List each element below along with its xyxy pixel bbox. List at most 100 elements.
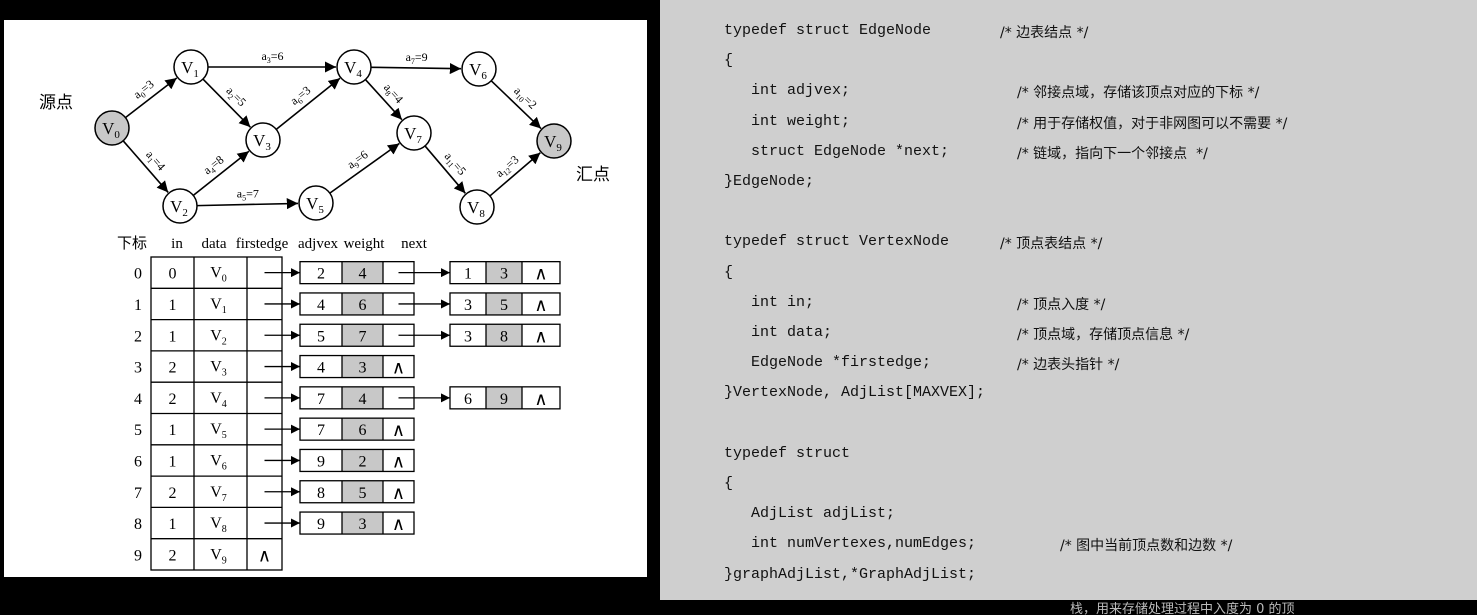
row-data-9: V9 (210, 546, 227, 566)
edge-node-4-1 (449, 386, 561, 410)
code-comment-3: /* 用于存储权值，对于非网图可以不需要 */ (1017, 115, 1288, 132)
code-line-16: AdjList adjList; (724, 505, 896, 523)
edge-weight-bg-1-1 (486, 292, 522, 315)
row-in-1: 1 (169, 297, 177, 314)
edge-weight-4-0: 4 (359, 391, 367, 408)
row-index-9: 9 (134, 547, 142, 564)
vertex-label-5: V5 (306, 194, 324, 216)
edge-next-null-1-1: ∧ (534, 295, 547, 315)
code-line-11: EdgeNode *firstedge; (724, 354, 932, 372)
edge-weight-0-0: 4 (359, 266, 367, 283)
adjacency-list-diagram: 下标 in data firstedge adjvex weight next 0 0 V0 2 4 1… (117, 235, 561, 571)
edge-weight-bg-6-0 (342, 449, 383, 472)
code-line-14: typedef struct (724, 444, 851, 462)
row-data-5: V5 (210, 421, 227, 441)
code-comment-10: /* 顶点域，存储顶点信息 */ (1017, 327, 1190, 343)
row-data-8: V8 (210, 515, 227, 535)
edge-arrow-11 (424, 145, 466, 194)
row-index-7: 7 (134, 485, 142, 502)
row-in-8: 1 (169, 516, 177, 533)
edge-label-5: a5=7 (237, 187, 259, 203)
edge-arrow-2 (202, 78, 251, 128)
edge-weight-6-0: 2 (359, 453, 367, 470)
code-line-1: { (724, 52, 734, 70)
edge-label-12: a12=3 (493, 152, 523, 181)
vertex-label-6: V6 (469, 60, 487, 82)
edge-adjvex-1-0: 4 (317, 297, 325, 314)
edge-arrow-7 (370, 62, 462, 75)
edge-label-2: a2=5 (222, 84, 249, 111)
edge-next-null-7-0: ∧ (392, 483, 405, 503)
code-comment-4: /* 链域，指向下一个邻接点 */ (1017, 145, 1208, 162)
row-index-5: 5 (134, 422, 142, 439)
vertex-label-8: V8 (467, 198, 485, 220)
edge-next-null-0-1: ∧ (534, 264, 547, 284)
edge-next-null-8-0: ∧ (392, 514, 405, 534)
column-header-2: data (202, 236, 227, 252)
edge-weight-bg-2-1 (486, 324, 522, 347)
edge-arrow-5 (196, 198, 299, 210)
graph-figure-panel: 源点 汇点 a0=3 a1=4 a2=5 a3=6 a4=8 a5=7 a6=3 a7=9 a8… (4, 20, 647, 577)
source-label: 源点 (39, 93, 73, 112)
edge-weight-2-0: 7 (359, 328, 367, 345)
row-data-7: V7 (210, 484, 227, 504)
code-comment-7: /* 顶点表结点 */ (1000, 236, 1103, 253)
code-line-17: int numVertexes,numEdges; (724, 535, 977, 553)
edge-adjvex-4-1: 6 (464, 391, 472, 408)
code-comment-9: /* 顶点入度 */ (1017, 296, 1106, 313)
code-line-9: int in; (724, 293, 815, 311)
edge-adjvex-7-0: 8 (317, 485, 325, 502)
edge-label-3: a3=6 (261, 49, 283, 65)
edge-label-9: a9=6 (344, 147, 371, 173)
code-comment-0: /* 边表结点 */ (1000, 25, 1089, 41)
code-comment-11: /* 边表头指针 */ (1017, 357, 1120, 374)
edge-node-7-0 (299, 480, 415, 504)
edge-node-8-0 (299, 511, 415, 535)
vertex-8 (459, 189, 495, 225)
vertex-label-9: V9 (544, 132, 562, 154)
column-header-3: firstedge (236, 236, 289, 252)
edge-node-0-1 (449, 260, 561, 285)
row-index-4: 4 (134, 391, 142, 408)
edge-arrow-0 (124, 77, 178, 119)
vertex-label-7: V7 (404, 124, 422, 146)
vertex-label-2: V2 (170, 197, 188, 219)
edge-weight-1-1: 5 (500, 297, 508, 314)
edge-next-null-6-0: ∧ (392, 451, 405, 471)
code-comment-2: /* 邻接点域，存储该顶点对应的下标 */ (1017, 85, 1260, 102)
code-line-5: }EdgeNode; (724, 173, 815, 190)
row-null-9: ∧ (258, 545, 271, 565)
edge-adjvex-0-1: 1 (464, 266, 472, 283)
column-header-6: next (401, 236, 428, 252)
row-data-2: V2 (210, 327, 227, 347)
edge-weight-8-0: 3 (359, 516, 367, 533)
edge-next-null-3-0: ∧ (392, 358, 405, 378)
edge-adjvex-3-0: 4 (317, 360, 325, 377)
vertex-9 (536, 123, 572, 159)
cut-off-text: 栈，用来存储处理过程中入度为 0 的顶 (1070, 602, 1295, 615)
row-index-1: 1 (134, 297, 142, 314)
edge-adjvex-6-0: 9 (317, 453, 325, 470)
edge-weight-bg-3-0 (342, 355, 383, 378)
row-in-4: 2 (169, 391, 177, 408)
vertex-label-4: V4 (344, 58, 362, 80)
edge-adjvex-2-1: 3 (464, 328, 472, 345)
row-index-2: 2 (134, 328, 142, 345)
edge-weight-3-0: 3 (359, 360, 367, 377)
row-index-8: 8 (134, 516, 142, 533)
vertex-0 (94, 110, 130, 146)
edge-label-1: a1=4 (142, 148, 169, 175)
edge-weight-5-0: 6 (359, 422, 367, 439)
edge-arrow-10 (490, 80, 542, 130)
edge-weight-bg-8-0 (342, 512, 383, 535)
edge-node-2-1 (449, 323, 561, 347)
vertex-3 (245, 122, 281, 158)
edge-arrow-1 (122, 140, 169, 193)
column-header-5: weight (344, 236, 386, 252)
code-line-8: { (724, 263, 734, 281)
edge-weight-bg-4-1 (486, 386, 522, 409)
vertex-5 (298, 185, 334, 221)
edge-label-10: a10=2 (510, 84, 540, 114)
edge-label-6: a6=3 (287, 83, 314, 109)
vertex-7 (396, 115, 432, 151)
